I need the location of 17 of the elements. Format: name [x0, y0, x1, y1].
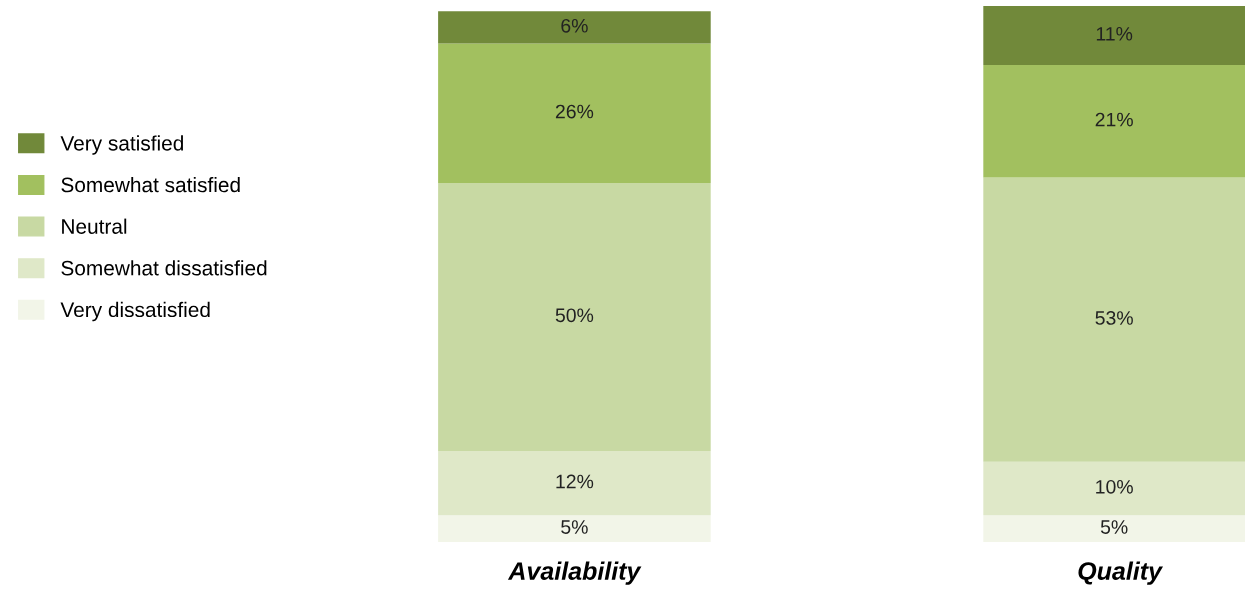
data-label: 5%: [1100, 520, 1128, 534]
data-label: 53%: [1095, 311, 1133, 325]
legend-label: Somewhat dissatisfied: [61, 260, 267, 276]
legend-label: Very satisfied: [60, 135, 183, 155]
legend-label: Somewhat satisfied: [61, 176, 240, 193]
data-label: 26%: [555, 104, 594, 119]
data-label: 5%: [561, 520, 588, 534]
data-label: 50%: [555, 308, 594, 323]
x-tick-label: Availability: [507, 561, 642, 585]
data-label: 21%: [1095, 112, 1133, 127]
legend-label: Very dissatisfied: [60, 301, 210, 322]
legend-label: Neutral: [62, 218, 127, 234]
data-label: 11%: [1096, 27, 1133, 41]
x-tick-label: Quality: [1078, 561, 1164, 585]
data-label: 12%: [556, 474, 594, 489]
data-label: 6%: [561, 18, 588, 33]
data-label: 10%: [1096, 479, 1133, 494]
